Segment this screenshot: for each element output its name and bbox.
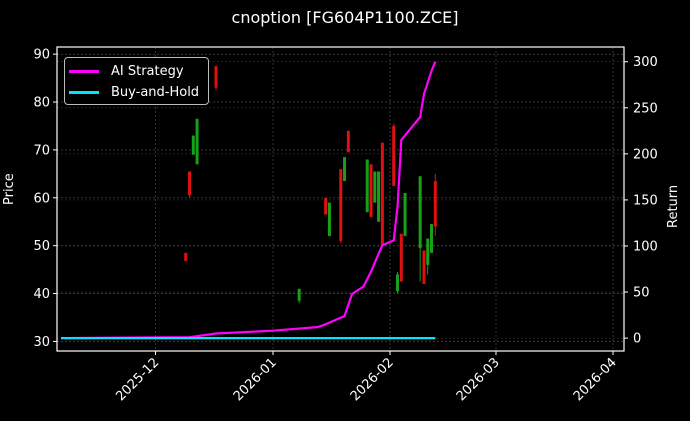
plot-frame: [56, 46, 625, 352]
x-tick-label: 2026-01: [231, 355, 280, 404]
y-axis-label-right: Return: [666, 184, 681, 228]
candle: [346, 130, 350, 153]
candle: [422, 250, 426, 284]
candle: [195, 118, 199, 165]
y-tick-label-left: 50: [33, 239, 50, 254]
candle: [324, 197, 328, 215]
y-tick-label-left: 30: [33, 335, 50, 350]
ai-strategyline: [60, 61, 437, 340]
candle: [214, 66, 218, 88]
candle: [297, 288, 301, 301]
candlesticks: [184, 66, 437, 304]
y-tick-label-left: 70: [33, 143, 50, 158]
legend-item-buy-and-hold: Buy-and-Hold: [69, 82, 199, 102]
y-tick-label-right: 250: [633, 101, 658, 116]
candle: [430, 224, 434, 253]
x-tick-label: 2026-04: [571, 355, 620, 404]
legend-label: AI Strategy: [111, 63, 184, 79]
candle: [373, 171, 377, 203]
y-tick-label-left: 60: [33, 191, 50, 206]
candle: [343, 157, 347, 182]
candle: [426, 238, 430, 265]
candle: [339, 169, 343, 241]
x-tick-label: 2025-12: [113, 355, 162, 404]
y-tick-label-right: 200: [633, 147, 658, 162]
candle: [365, 159, 369, 213]
y-axis-label-left: Price: [2, 173, 17, 205]
y-tick-label-right: 300: [633, 55, 658, 70]
x-tick-label: 2026-02: [348, 355, 397, 404]
chart-title: cnoption [FG604P1100.ZCE]: [231, 8, 459, 27]
legend: AI Strategy Buy-and-Hold: [64, 57, 209, 105]
candle: [399, 233, 403, 282]
candle: [369, 164, 373, 217]
candle: [418, 176, 422, 249]
candle: [395, 274, 399, 292]
candle: [377, 171, 381, 222]
y-tick-label-right: 50: [633, 286, 650, 301]
y-tick-label-left: 90: [33, 48, 50, 63]
y-tick-label-right: 150: [633, 193, 658, 208]
legend-item-ai-strategy: AI Strategy: [69, 61, 184, 81]
y-tick-label-left: 40: [33, 287, 50, 302]
legend-swatch-magenta-icon: [69, 69, 99, 73]
legend-swatch-cyan-icon: [69, 90, 99, 94]
candle: [380, 142, 384, 246]
candle: [188, 171, 192, 196]
candle: [184, 252, 188, 261]
candle: [403, 193, 407, 237]
candle: [392, 125, 396, 186]
y-tick-label-right: 100: [633, 239, 658, 254]
grid: [57, 47, 624, 351]
candle: [433, 181, 437, 227]
y-tick-label-left: 80: [33, 96, 50, 111]
y-tick-label-right: 0: [633, 332, 641, 347]
x-tick-label: 2026-03: [454, 355, 503, 404]
candle: [191, 135, 195, 155]
candle: [327, 202, 331, 237]
legend-label: Buy-and-Hold: [111, 84, 200, 100]
